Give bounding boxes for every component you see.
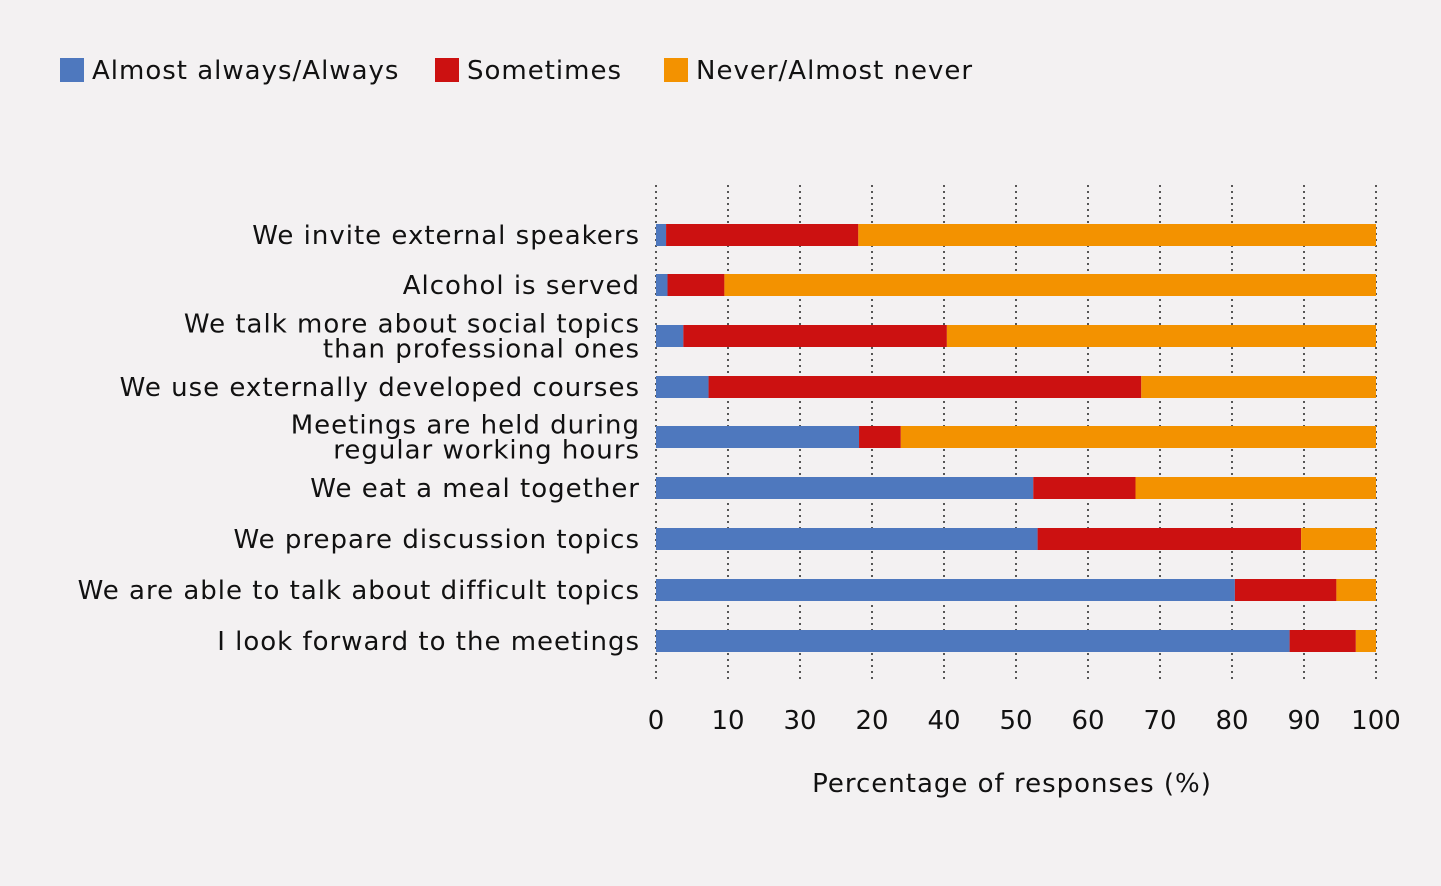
x-tick-label: 30 bbox=[783, 706, 816, 736]
bar-segment bbox=[656, 376, 709, 398]
x-axis-title: Percentage of responses (%) bbox=[812, 769, 1212, 799]
category-label: I look forward to the meetings bbox=[217, 627, 640, 657]
x-tick-label: 10 bbox=[711, 706, 744, 736]
bar-segment bbox=[667, 274, 725, 296]
bar-segment bbox=[1141, 376, 1376, 398]
bar-segment bbox=[656, 274, 668, 296]
category-label: We use externally developed courses bbox=[120, 373, 640, 403]
bar-segment bbox=[858, 224, 1376, 246]
legend-label: Almost always/Always bbox=[92, 56, 399, 86]
legend-swatch bbox=[664, 58, 688, 82]
x-tick-label: 60 bbox=[1071, 706, 1104, 736]
x-tick-label: 70 bbox=[1143, 706, 1176, 736]
bar-segment bbox=[656, 426, 860, 448]
bar-segment bbox=[946, 325, 1376, 347]
bars bbox=[656, 224, 1376, 652]
bar-segment bbox=[656, 579, 1235, 601]
category-label: We invite external speakers bbox=[252, 221, 640, 251]
bar-segment bbox=[724, 274, 1376, 296]
bar-segment bbox=[1301, 528, 1376, 550]
legend: Almost always/Always Sometimes Never/Almos… bbox=[60, 56, 973, 86]
bar-segment bbox=[900, 426, 1376, 448]
x-tick-label: 40 bbox=[927, 706, 960, 736]
x-tick-labels: 0 10 30 20 40 50 60 70 80 90 100 bbox=[648, 706, 1401, 736]
category-labels: We invite external speakers Alcohol is se… bbox=[78, 221, 640, 657]
bar-segment bbox=[666, 224, 859, 246]
bar-segment bbox=[656, 528, 1038, 550]
bar-segment bbox=[1037, 528, 1302, 550]
legend-label: Sometimes bbox=[467, 56, 622, 86]
x-tick-label: 100 bbox=[1351, 706, 1401, 736]
category-label: than professional ones bbox=[323, 335, 640, 365]
category-label: regular working hours bbox=[333, 436, 640, 466]
legend-swatch bbox=[60, 58, 84, 82]
bar-segment bbox=[708, 376, 1142, 398]
bar-segment bbox=[656, 477, 1034, 499]
x-tick-label: 50 bbox=[999, 706, 1032, 736]
x-tick-label: 20 bbox=[855, 706, 888, 736]
category-label: We prepare discussion topics bbox=[233, 525, 640, 555]
bar-segment bbox=[1289, 630, 1356, 652]
category-label: Alcohol is served bbox=[403, 271, 640, 301]
category-label: We eat a meal together bbox=[310, 474, 640, 504]
bar-segment bbox=[859, 426, 901, 448]
bar-segment bbox=[1336, 579, 1376, 601]
bar-segment bbox=[656, 325, 684, 347]
category-label: We talk more about social topics bbox=[184, 310, 640, 340]
legend-label: Never/Almost never bbox=[696, 56, 973, 86]
bar-segment bbox=[656, 630, 1290, 652]
x-tick-label: 90 bbox=[1287, 706, 1320, 736]
bar-segment bbox=[1234, 579, 1337, 601]
bar-segment bbox=[1033, 477, 1136, 499]
category-label: Meetings are held during bbox=[291, 411, 640, 441]
x-tick-label: 80 bbox=[1215, 706, 1248, 736]
bar-segment bbox=[1355, 630, 1376, 652]
x-tick-label: 0 bbox=[648, 706, 665, 736]
bar-segment bbox=[1135, 477, 1376, 499]
legend-swatch bbox=[435, 58, 459, 82]
bar-segment bbox=[683, 325, 947, 347]
category-label: We are able to talk about difficult topi… bbox=[78, 576, 640, 606]
bar-segment bbox=[656, 224, 667, 246]
